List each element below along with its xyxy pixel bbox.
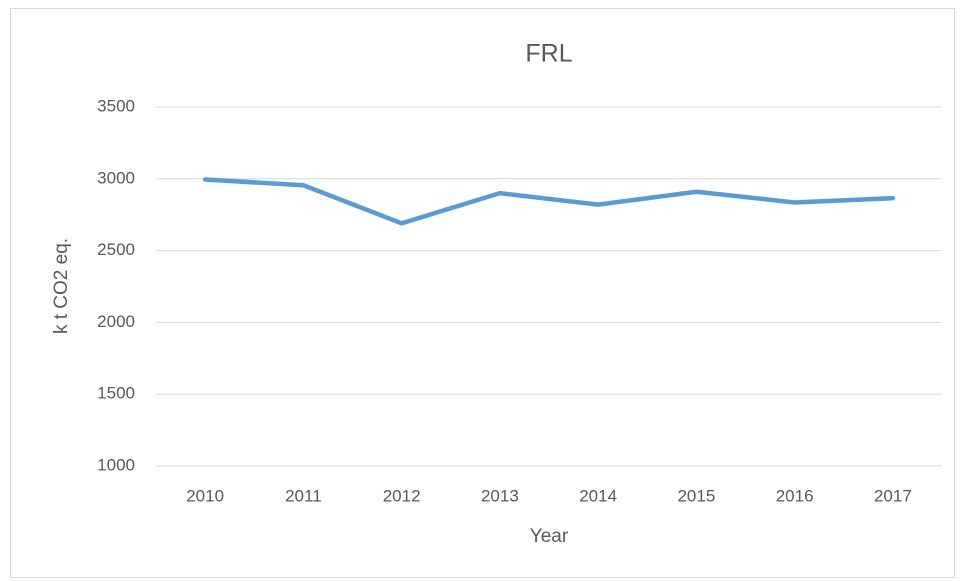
x-tick-label: 2015 [677,486,715,505]
y-axis-label: k t CO2 eq. [51,238,72,334]
x-tick-label: 2017 [874,486,912,505]
x-tick-label: 2012 [383,486,421,505]
x-tick-label: 2014 [579,486,617,505]
x-tick-label: 2011 [285,486,322,505]
y-tick-label: 2000 [97,312,135,331]
x-axis-label: Year [530,526,569,547]
chart-border [10,8,955,578]
data-line [202,177,896,226]
y-tick-label: 2500 [97,240,135,259]
x-tick-label: 2013 [481,486,519,505]
chart-title: FRL [525,40,572,68]
y-tick-label: 1000 [97,455,135,474]
x-tick-label: 2010 [186,486,224,505]
y-tick-label: 3500 [97,96,135,115]
y-tick-label: 1500 [97,384,135,403]
x-tick-label: 2016 [776,486,814,505]
y-tick-label: 3000 [97,168,135,187]
